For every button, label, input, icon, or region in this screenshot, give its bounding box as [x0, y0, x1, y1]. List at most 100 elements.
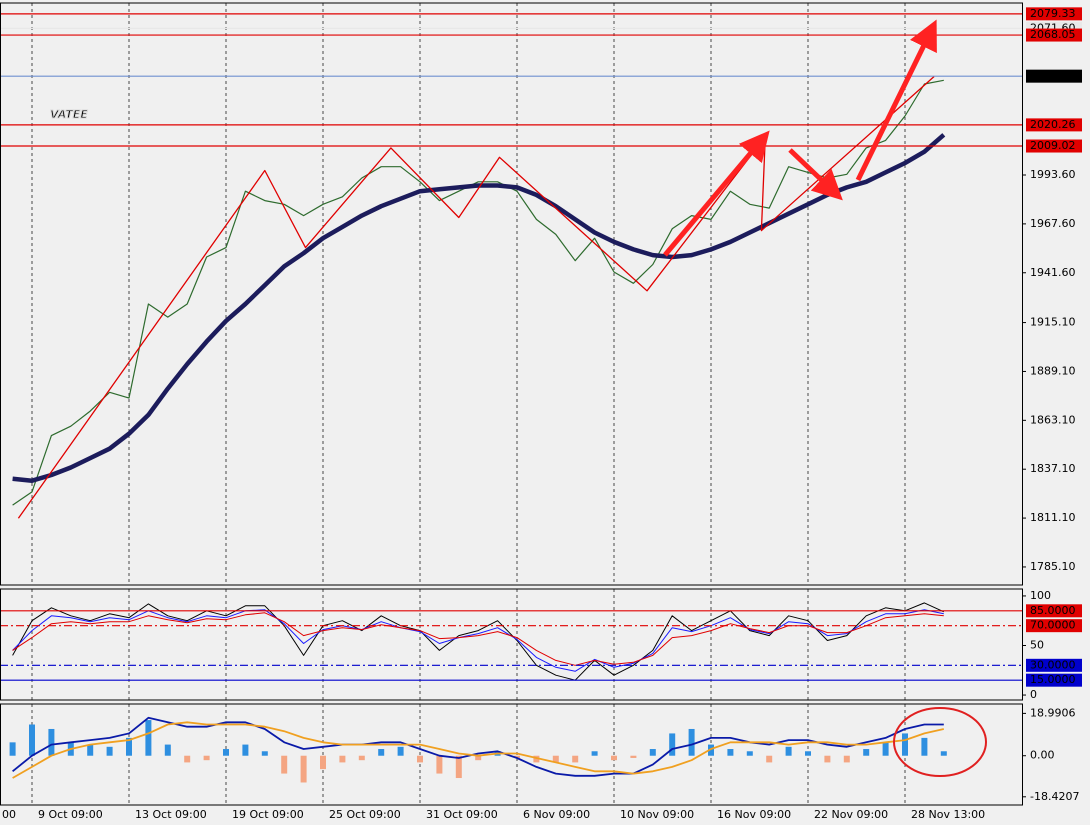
histogram-bar — [805, 751, 811, 756]
histogram-bar — [746, 751, 753, 756]
histogram-bar — [203, 755, 210, 761]
arrow — [788, 148, 843, 201]
histogram-bar — [397, 746, 404, 756]
y-tick-label: 1811.10 — [1030, 511, 1076, 524]
x-tick-label: 6 Nov 09:00 — [523, 808, 590, 821]
level-label: 70.0000 — [1030, 619, 1076, 632]
panel-frame — [0, 703, 1023, 806]
level-label: 2046.18 — [1030, 69, 1076, 82]
histogram-bar — [514, 755, 520, 758]
histogram-bar — [552, 755, 559, 763]
histogram-bar — [455, 755, 462, 779]
histogram-bar — [300, 755, 307, 783]
level-box — [1026, 619, 1082, 633]
level-label: 2009.02 — [1030, 139, 1076, 152]
series-line — [12, 602, 945, 681]
histogram-bar — [863, 749, 870, 756]
histogram-bar — [708, 744, 714, 756]
histogram-bar — [164, 744, 171, 756]
x-tick-label: 16 Nov 09:00 — [717, 808, 791, 821]
highlight-circle — [893, 707, 987, 777]
level-box — [1026, 118, 1082, 132]
histogram-bar — [436, 755, 443, 774]
y-tick-label: 1967.60 — [1030, 217, 1076, 230]
histogram-bar — [940, 751, 947, 756]
histogram-bar — [184, 755, 191, 763]
level-box — [1026, 139, 1082, 153]
level-label: 30.0000 — [1030, 658, 1076, 671]
level-box — [1026, 658, 1082, 672]
level-box — [1026, 69, 1082, 83]
panel-frame — [0, 588, 1023, 701]
y-tick-label: 1889.10 — [1030, 364, 1076, 377]
y-tick-label: 1915.10 — [1030, 316, 1076, 329]
histogram-bar — [475, 755, 482, 761]
y-tick-label: 1837.10 — [1030, 462, 1076, 475]
histogram-bar — [417, 755, 423, 763]
histogram-bar — [281, 755, 288, 774]
series-line — [12, 79, 944, 506]
histogram-bar — [223, 749, 229, 756]
histogram-bar — [9, 742, 16, 756]
series-line — [17, 76, 935, 519]
x-tick-label: 22 Nov 09:00 — [814, 808, 888, 821]
histogram-bar — [533, 755, 540, 763]
y-tick-label: 1993.60 — [1030, 168, 1076, 181]
histogram-bar — [785, 746, 792, 756]
x-tick-label: 13 Oct 09:00 — [135, 808, 207, 821]
series-line — [12, 721, 944, 779]
watermark: VATEE — [50, 108, 88, 121]
panel-frame — [0, 2, 1023, 586]
y-tick-label: 100 — [1030, 589, 1051, 602]
histogram-bar — [48, 728, 55, 756]
y-tick-label: 1941.60 — [1030, 266, 1076, 279]
x-tick-label: 19 Oct 09:00 — [232, 808, 304, 821]
arrow — [855, 19, 937, 182]
y-tick-label: 18.9906 — [1030, 706, 1076, 719]
y-tick-label: 1785.10 — [1030, 560, 1076, 573]
histogram-bar — [242, 744, 249, 756]
histogram-bar — [843, 755, 850, 763]
x-tick-label: 00 — [2, 808, 16, 821]
series-line — [12, 609, 944, 672]
series-line — [12, 133, 946, 483]
histogram-bar — [669, 733, 676, 756]
histogram-bar — [882, 742, 889, 756]
x-tick-label: 9 Oct 09:00 — [38, 808, 103, 821]
histogram-bar — [902, 733, 908, 756]
histogram-bar — [29, 724, 35, 756]
level-label: 15.0000 — [1030, 673, 1076, 686]
level-label: 2068.05 — [1030, 28, 1076, 41]
annotations — [663, 19, 987, 777]
level-box — [1026, 28, 1082, 42]
histogram-bar — [572, 755, 579, 763]
x-tick-label: 10 Nov 09:00 — [620, 808, 694, 821]
level-label: 2079.33 — [1030, 7, 1076, 20]
level-box — [1026, 7, 1082, 21]
series-line — [12, 716, 944, 777]
y-tick-label: 0 — [1030, 688, 1037, 701]
histogram-bar — [688, 728, 695, 756]
y-tick-label: 1863.10 — [1030, 413, 1076, 426]
arrow — [663, 130, 770, 257]
histogram-bar — [921, 737, 928, 756]
histogram-bar — [649, 749, 656, 756]
level-box — [1026, 673, 1082, 687]
histogram-bar — [126, 737, 132, 756]
histogram-bar — [87, 744, 94, 756]
histogram-bar — [261, 751, 268, 756]
y-tick-label: -18.4207 — [1030, 790, 1079, 803]
x-tick-label: 25 Oct 09:00 — [329, 808, 401, 821]
histogram-bar — [106, 746, 113, 756]
y-tick-label: 50 — [1030, 638, 1044, 651]
level-label: 2020.26 — [1030, 118, 1076, 131]
histogram-bar — [824, 755, 831, 763]
histogram-bar — [611, 755, 617, 761]
x-tick-label: 28 Nov 13:00 — [911, 808, 985, 821]
histogram-bar — [358, 755, 365, 761]
level-label: 85.0000 — [1030, 604, 1076, 617]
